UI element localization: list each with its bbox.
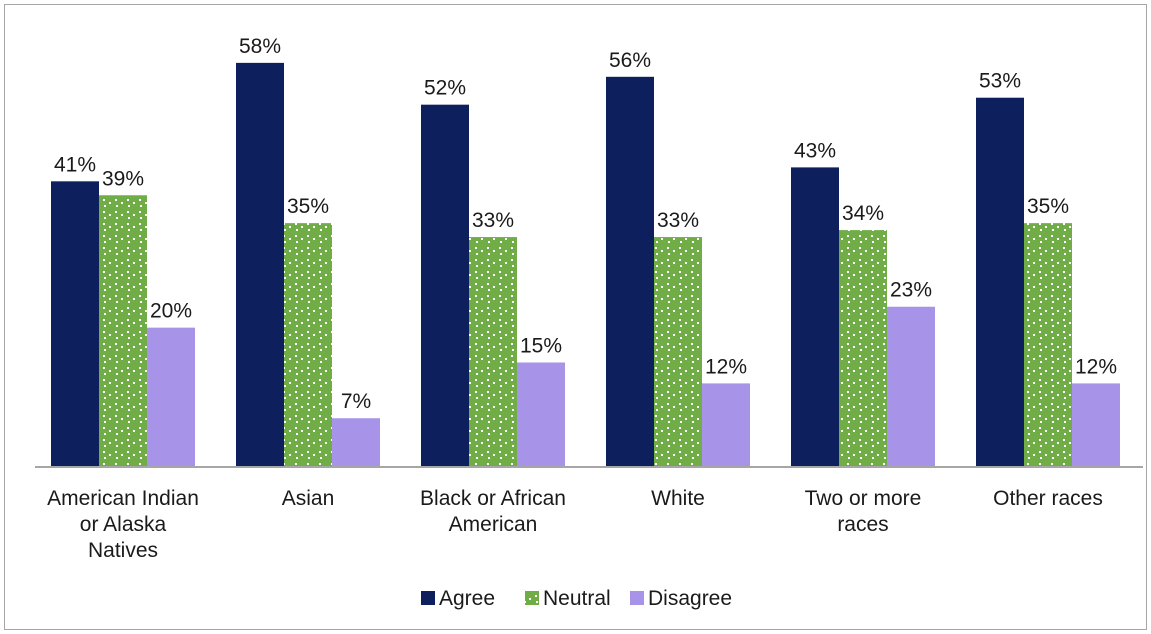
bar-neutral-black-or-african-american: [469, 237, 517, 467]
bar-neutral-american-indian-or-alaska-natives: [99, 195, 147, 468]
chart-frame: 41% 39% 20% 58% 35% 7% 52% 33% 15% 56% 33% 12% 43% 34…: [4, 4, 1147, 630]
bar-neutral-asian: [284, 223, 332, 467]
data-label-neutral-white: 33%: [657, 209, 699, 232]
bar-agree-two-or-more-races: [791, 167, 839, 468]
legend-swatch-disagree: [630, 591, 644, 605]
bar-agree-american-indian-or-alaska-natives: [51, 181, 99, 468]
data-label-agree-two-or-more-races: 43%: [794, 139, 836, 162]
data-label-disagree-white: 12%: [705, 355, 747, 378]
legend-swatch-agree: [421, 591, 435, 605]
data-label-disagree-other-races: 12%: [1075, 355, 1117, 378]
bar-chart: 41% 39% 20% 58% 35% 7% 52% 33% 15% 56% 33% 12% 43% 34…: [35, 35, 1143, 610]
bar-neutral-white: [654, 237, 702, 467]
legend-swatch-neutral: [525, 591, 539, 605]
bar-disagree-other-races: [1072, 383, 1120, 467]
legend-label-neutral: Neutral: [543, 587, 611, 610]
legend-label-disagree: Disagree: [648, 587, 732, 610]
data-label-disagree-black-or-african-american: 15%: [520, 334, 562, 357]
data-label-disagree-american-indian-or-alaska-natives: 20%: [150, 300, 192, 323]
bar-disagree-white: [702, 383, 750, 467]
bar-agree-black-or-african-american: [421, 104, 469, 467]
legend-label-agree: Agree: [439, 587, 495, 610]
category-label-american-indian-or-alaska-natives: American Indian or Alaska Natives: [47, 487, 199, 562]
bar-neutral-other-races: [1024, 223, 1072, 467]
category-label-black-or-african-american: Black or African American: [420, 487, 566, 536]
legend: Agree Neutral Disagree: [421, 587, 732, 610]
bar-agree-asian: [236, 62, 284, 467]
bar-disagree-black-or-african-american: [517, 362, 565, 467]
data-label-neutral-other-races: 35%: [1027, 195, 1069, 218]
category-label-white: White: [651, 487, 705, 510]
data-label-agree-asian: 58%: [239, 35, 281, 58]
data-label-agree-other-races: 53%: [979, 70, 1021, 93]
bar-disagree-asian: [332, 418, 380, 467]
data-label-disagree-asian: 7%: [341, 390, 371, 413]
bar-disagree-american-indian-or-alaska-natives: [147, 327, 195, 467]
bar-disagree-two-or-more-races: [887, 306, 935, 467]
data-label-agree-white: 56%: [609, 49, 651, 72]
bar-agree-white: [606, 76, 654, 467]
value-labels-layer: 41% 39% 20% 58% 35% 7% 52% 33% 15% 56% 33% 12% 43% 34…: [54, 35, 1117, 413]
data-label-agree-american-indian-or-alaska-natives: 41%: [54, 153, 96, 176]
bar-agree-other-races: [976, 97, 1024, 467]
data-label-neutral-asian: 35%: [287, 195, 329, 218]
data-label-neutral-two-or-more-races: 34%: [842, 202, 884, 225]
category-labels-layer: American Indian or Alaska Natives Asian Blac…: [47, 487, 1103, 562]
bar-neutral-two-or-more-races: [839, 230, 887, 467]
data-label-neutral-black-or-african-american: 33%: [472, 209, 514, 232]
data-label-agree-black-or-african-american: 52%: [424, 77, 466, 100]
data-label-neutral-american-indian-or-alaska-natives: 39%: [102, 167, 144, 190]
category-label-asian: Asian: [282, 487, 335, 510]
bars-layer: [51, 62, 1120, 468]
data-label-disagree-two-or-more-races: 23%: [890, 279, 932, 302]
category-label-other-races: Other races: [993, 487, 1103, 510]
category-label-two-or-more-races: Two or more races: [805, 487, 922, 536]
